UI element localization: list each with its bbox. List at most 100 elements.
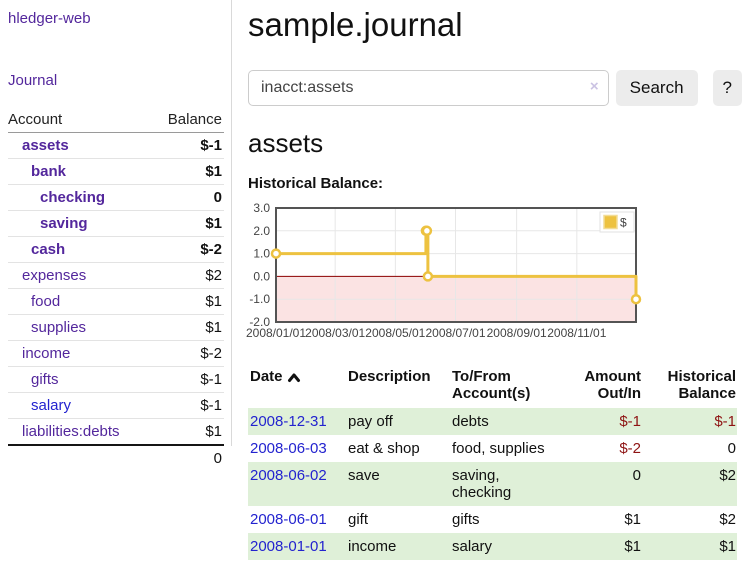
account-balance: $-2 [200, 345, 222, 362]
account-row: liabilities:debts $1 [8, 419, 224, 445]
account-row: saving $1 [8, 211, 224, 237]
transaction-accounts-cell: debts [452, 413, 489, 430]
account-balance: $1 [205, 293, 222, 310]
account-row: bank $1 [8, 159, 224, 185]
transaction-date-link[interactable]: 2008-06-03 [250, 440, 327, 457]
search-button[interactable]: Search [615, 70, 698, 106]
transaction-balance-cell: $1 [719, 538, 736, 555]
transaction-date-cell: 2008-01-01 [248, 533, 346, 560]
account-total-balance: 0 [151, 444, 224, 471]
account-link[interactable]: checking [40, 189, 106, 206]
transaction-date-link[interactable]: 2008-01-01 [250, 538, 327, 555]
transaction-description-cell: income [348, 538, 397, 555]
account-link[interactable]: bank [31, 163, 67, 180]
sidebar-nav: Journal [8, 72, 223, 90]
account-row: expenses $2 [8, 263, 224, 289]
transaction-date-link[interactable]: 2008-06-01 [250, 511, 327, 528]
account-link[interactable]: expenses [22, 267, 87, 284]
register-table: Date Description To/From Account(s) Amou… [248, 366, 737, 560]
transaction-amount-cell: $1 [624, 511, 641, 528]
account-link[interactable]: assets [22, 137, 69, 154]
transaction-balance-cell: $-1 [714, 413, 736, 430]
svg-text:2008/03/01: 2008/03/01 [305, 326, 365, 340]
account-link[interactable]: saving [40, 215, 88, 232]
account-link[interactable]: supplies [31, 319, 87, 336]
transaction-description-cell: save [348, 467, 380, 484]
svg-text:2.0: 2.0 [253, 224, 270, 238]
account-row: checking 0 [8, 185, 224, 211]
account-row: food $1 [8, 289, 224, 315]
account-row: gifts $-1 [8, 367, 224, 393]
svg-text:-2.0: -2.0 [249, 315, 270, 329]
account-column-header: Account [8, 107, 152, 133]
svg-text:$: $ [620, 216, 627, 230]
account-link[interactable]: gifts [31, 371, 59, 388]
transaction-balance-cell: 0 [727, 440, 736, 457]
column-header-date[interactable]: Date [248, 366, 346, 408]
transaction-row: 2008-01-01 income salary $1 $1 [248, 533, 737, 560]
account-balance: $1 [205, 215, 222, 232]
account-balance-table: Account Balance assets $-1 bank $1 checking 0… [8, 107, 224, 471]
account-row: cash $-2 [8, 237, 224, 263]
account-balance: $1 [205, 163, 222, 180]
help-button[interactable]: ? [712, 70, 742, 106]
account-link[interactable]: income [22, 345, 71, 362]
account-row: assets $-1 [8, 133, 224, 159]
account-balance: $-2 [200, 241, 222, 258]
transaction-balance-cell: $2 [719, 511, 736, 528]
transaction-row: 2008-06-02 save saving, checking 0 $2 [248, 462, 737, 506]
account-balance: $-1 [200, 137, 222, 154]
sidebar-item-journal[interactable]: Journal [8, 72, 58, 89]
account-row: supplies $1 [8, 315, 224, 341]
chart-title: Historical Balance: [248, 175, 384, 192]
svg-text:2008/07/01: 2008/07/01 [425, 326, 485, 340]
transaction-row: 2008-06-03 eat & shop food, supplies $-2 0 [248, 435, 737, 462]
transaction-accounts-cell: saving, checking [452, 467, 512, 501]
column-header-amount: Amount Out/In [584, 368, 641, 402]
transaction-description-cell: gift [348, 511, 369, 528]
account-balance: 0 [213, 189, 222, 206]
search-input[interactable] [248, 70, 609, 106]
register-rows: 2008-12-31 pay off debts $-1 $-1 2008-06-03 ea… [248, 408, 737, 560]
clear-search-icon[interactable]: × [589, 78, 599, 95]
account-link[interactable]: salary [31, 397, 72, 414]
account-balance: $-1 [200, 397, 222, 414]
account-row: income $-2 [8, 341, 224, 367]
page-title: sample.journal [248, 6, 463, 43]
svg-text:1.0: 1.0 [253, 247, 270, 261]
app-brand-link[interactable]: hledger-web [8, 10, 91, 27]
transaction-date-cell: 2008-06-01 [248, 506, 346, 533]
account-row: salary $-1 [8, 393, 224, 419]
transaction-accounts-cell: food, supplies [452, 440, 545, 457]
transaction-date-cell: 2008-12-31 [248, 408, 346, 435]
transaction-accounts-cell: salary [452, 538, 493, 555]
transaction-date-cell: 2008-06-03 [248, 435, 346, 462]
column-header-accounts: To/From Account(s) [452, 368, 531, 402]
svg-text:0.0: 0.0 [253, 269, 270, 283]
account-total-row: 0 [8, 444, 224, 471]
transaction-description-cell: eat & shop [348, 440, 420, 457]
svg-text:2008/11/01: 2008/11/01 [547, 326, 606, 340]
transaction-row: 2008-12-31 pay off debts $-1 $-1 [248, 408, 737, 435]
svg-text:3.0: 3.0 [253, 201, 270, 215]
transaction-amount-cell: $-1 [619, 413, 641, 430]
register-header-row: Date Description To/From Account(s) Amou… [248, 366, 737, 408]
transaction-accounts-cell: gifts [452, 511, 480, 528]
account-link[interactable]: food [31, 293, 61, 310]
account-link[interactable]: cash [31, 241, 66, 258]
account-balance: $1 [205, 319, 222, 336]
svg-text:2008/09/01: 2008/09/01 [487, 326, 547, 340]
search-box: × [248, 70, 609, 106]
column-header-balance: Historical Balance [667, 368, 736, 402]
transaction-date-cell: 2008-06-02 [248, 462, 346, 506]
balance-column-header: Balance [151, 107, 224, 133]
transaction-date-link[interactable]: 2008-06-02 [250, 467, 327, 484]
account-link[interactable]: liabilities:debts [22, 423, 120, 440]
transaction-amount-cell: $-2 [619, 440, 641, 457]
sidebar: hledger-web Journal Account Balance asse… [0, 0, 232, 471]
transaction-balance-cell: $2 [719, 467, 736, 484]
transaction-date-link[interactable]: 2008-12-31 [250, 413, 327, 430]
account-table-header-row: Account Balance [8, 107, 224, 133]
svg-text:2008/05/01: 2008/05/01 [365, 326, 425, 340]
transaction-description-cell: pay off [348, 413, 393, 430]
